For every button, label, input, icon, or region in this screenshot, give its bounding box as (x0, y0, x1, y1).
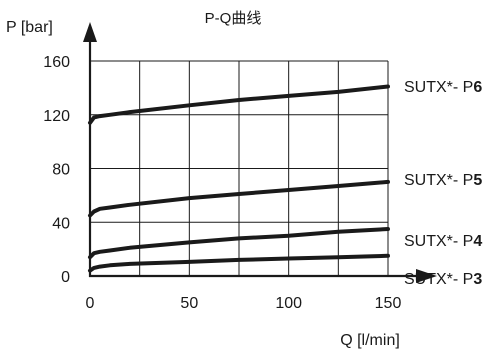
series-label-4: SUTX*- P4 (404, 233, 482, 250)
series-label-6: SUTX*- P6 (404, 79, 482, 96)
series-label-5: SUTX*- P5 (404, 172, 482, 189)
y-tick-label: 120 (43, 108, 70, 125)
y-axis-arrow (83, 22, 97, 42)
tick-labels: 0 40 80 120 160 0 50 100 150 (43, 54, 401, 312)
x-tick-label: 0 (86, 295, 95, 312)
x-tick-label: 50 (180, 295, 198, 312)
y-axis-label: P [bar] (6, 19, 53, 36)
x-axis-arrow (416, 269, 437, 283)
axes (83, 22, 437, 283)
series-line-5 (88, 179, 390, 218)
grid (90, 60, 389, 276)
x-tick-label: 150 (375, 295, 402, 312)
series-lines (88, 84, 390, 273)
series-label-3: SUTX*- P3 (404, 271, 482, 288)
series-line-4 (88, 227, 390, 260)
y-tick-label: 160 (43, 54, 70, 71)
chart-title: P-Q曲线 (205, 10, 262, 27)
y-tick-label: 40 (52, 215, 70, 232)
series-line-6 (88, 84, 390, 125)
x-axis-label: Q [l/min] (340, 332, 400, 349)
series-labels: SUTX*- P6 SUTX*- P5 SUTX*- P4 SUTX*- P3 (404, 79, 482, 288)
x-tick-label: 100 (275, 295, 302, 312)
series-line-3 (88, 253, 390, 273)
y-tick-label: 0 (61, 269, 70, 286)
y-tick-label: 80 (52, 162, 70, 179)
